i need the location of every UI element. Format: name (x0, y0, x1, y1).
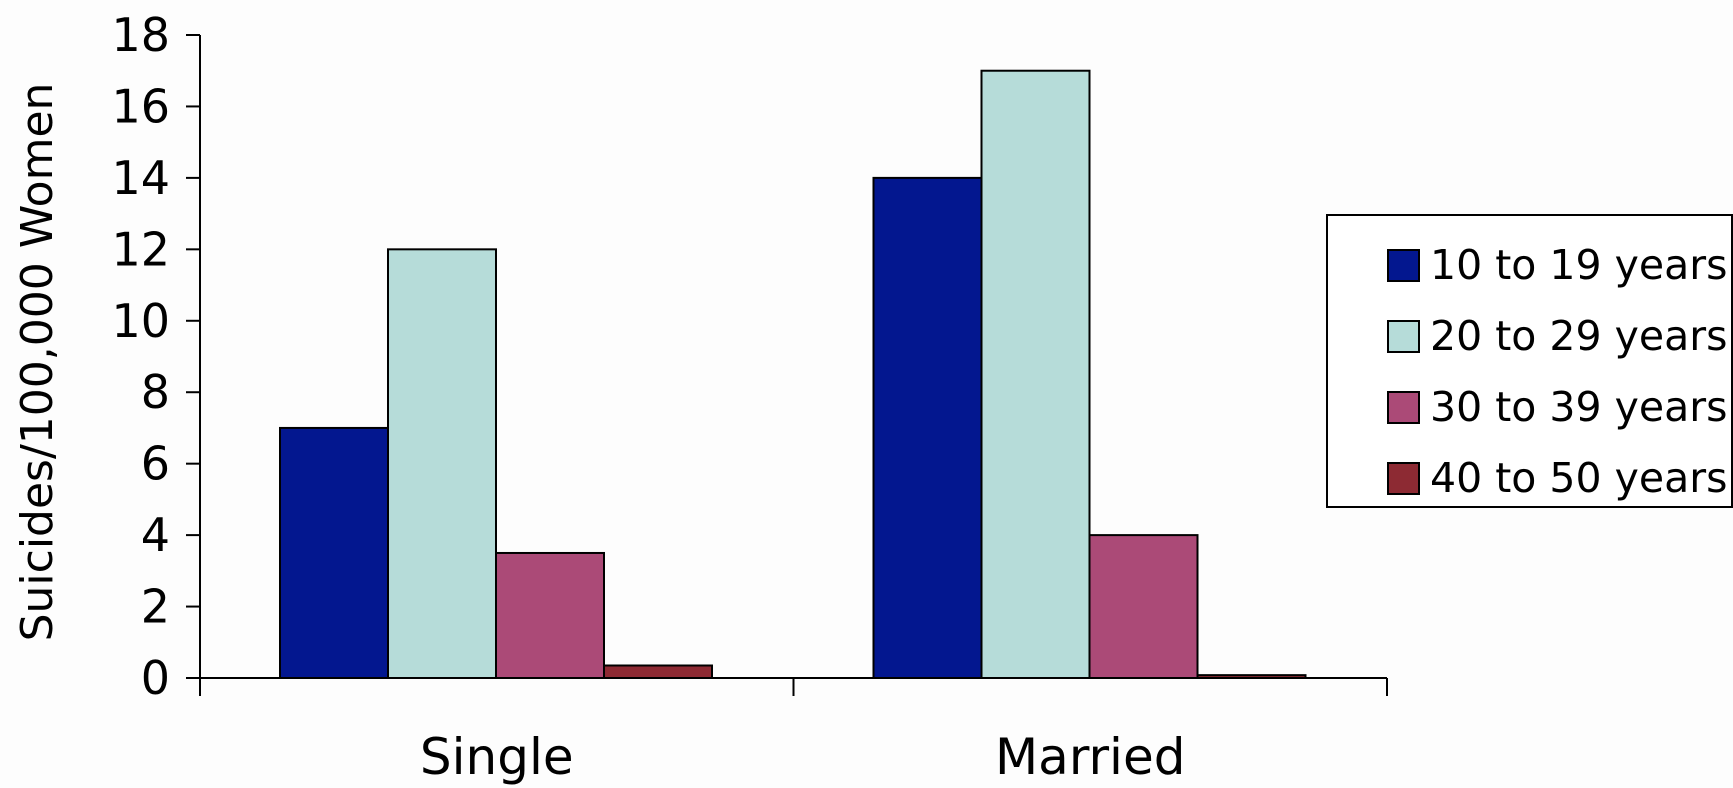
legend-swatch-4 (1387, 462, 1420, 495)
legend-swatch-2 (1387, 320, 1420, 353)
legend-swatch-1 (1387, 249, 1420, 282)
y-tick-label: 8 (141, 365, 170, 419)
y-tick-label: 14 (111, 151, 170, 205)
legend-label-1: 10 to 19 years (1430, 241, 1727, 289)
y-tick-label: 16 (111, 79, 170, 133)
axes-layer (186, 34, 1388, 696)
legend-swatch-3 (1387, 391, 1420, 424)
labels-layer: 0 2 4 6 8 10 12 14 16 18 Single Married Suicides/100… (12, 8, 1185, 786)
legend-label-4: 40 to 50 years (1430, 454, 1727, 502)
y-tick-label: 12 (111, 222, 170, 276)
legend-label-2: 20 to 29 years (1430, 312, 1727, 360)
bar-single-2 (387, 248, 497, 679)
y-tick-label: 0 (141, 651, 170, 705)
y-tick-label: 6 (141, 437, 170, 491)
y-axis-title: Suicides/100,000 Women (12, 83, 63, 642)
x-category-label-single: Single (420, 728, 574, 786)
y-tick-label: 4 (141, 508, 170, 562)
bar-single-4 (603, 664, 713, 679)
y-tick-label: 18 (111, 8, 170, 62)
bar-married-2 (980, 69, 1091, 679)
bar-single-1 (279, 426, 389, 680)
legend: 10 to 19 years 20 to 29 years 30 to 39 yea… (1326, 214, 1733, 508)
bar-married-1 (872, 176, 983, 679)
y-tick-label: 10 (111, 294, 170, 348)
x-category-label-married: Married (995, 728, 1185, 786)
y-tick-label: 2 (141, 580, 170, 634)
bar-married-3 (1088, 534, 1199, 679)
bars-layer (279, 69, 1307, 680)
bar-single-3 (495, 551, 605, 680)
legend-label-3: 30 to 39 years (1430, 383, 1727, 431)
